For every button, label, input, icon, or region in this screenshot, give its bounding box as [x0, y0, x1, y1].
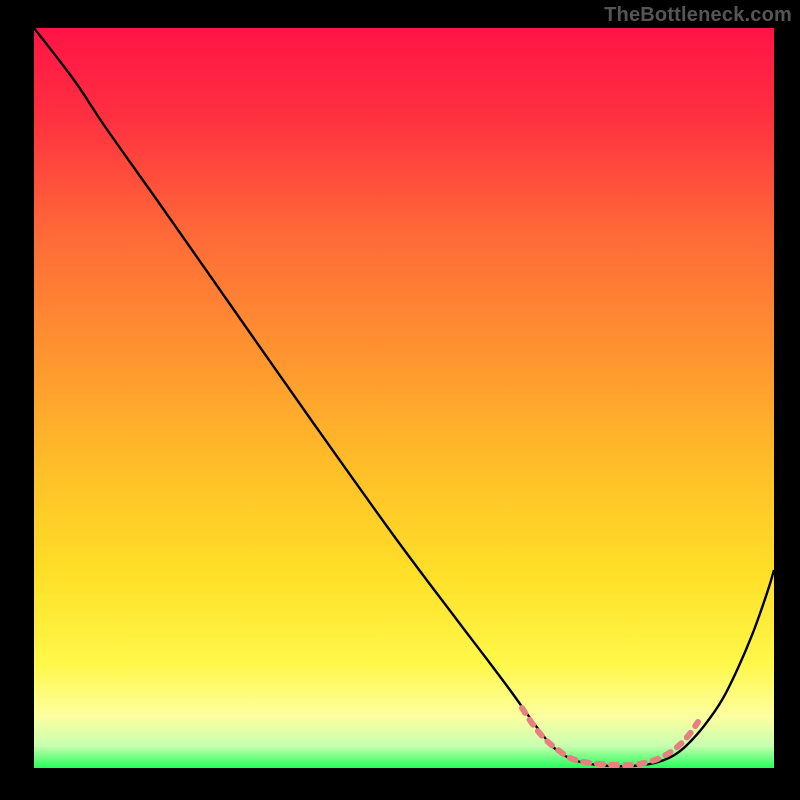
chart-frame: TheBottleneck.com — [0, 0, 800, 800]
chart-background — [34, 28, 774, 768]
chart-plot-area — [34, 28, 774, 768]
watermark-text: TheBottleneck.com — [604, 4, 792, 27]
chart-svg — [34, 28, 774, 768]
